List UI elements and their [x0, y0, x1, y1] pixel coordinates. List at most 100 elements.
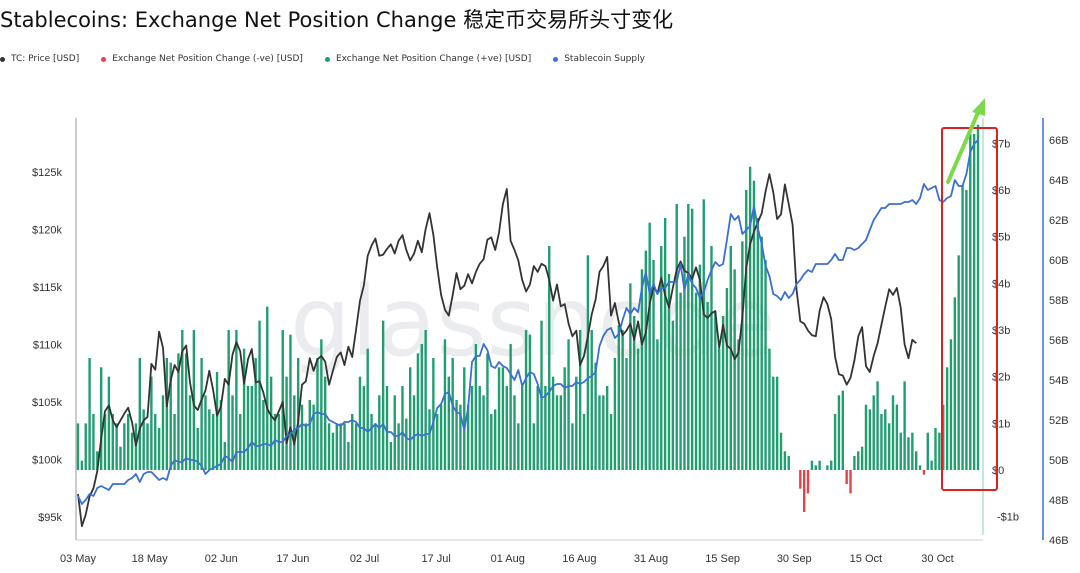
- net-position-bar: [169, 362, 172, 470]
- net-position-bar: [578, 330, 582, 470]
- net-position-bar: [96, 451, 99, 470]
- net-position-bar: [938, 432, 941, 470]
- net-position-bar: [451, 358, 454, 470]
- net-position-bar: [447, 376, 451, 470]
- net-position-bar: [490, 414, 493, 470]
- right-tick-label: $7b: [992, 138, 1010, 150]
- x-tick-label: 03 May: [60, 553, 97, 565]
- legend-label: TC: Price [USD]: [11, 54, 80, 64]
- net-position-bar: [891, 395, 895, 470]
- x-tick-label: 15 Sep: [705, 553, 740, 565]
- net-position-bar: [161, 395, 165, 470]
- net-position-bar: [590, 330, 593, 470]
- net-position-bar: [806, 470, 810, 494]
- net-position-bar: [181, 330, 184, 470]
- net-position-bar: [559, 395, 563, 470]
- net-position-bar: [381, 320, 385, 470]
- net-position-bar: [285, 376, 288, 470]
- net-position-bar: [521, 386, 524, 470]
- net-position-bar: [157, 428, 161, 470]
- net-position-bar: [884, 409, 887, 470]
- net-position-bar: [505, 386, 508, 470]
- net-position-bar: [625, 358, 628, 470]
- left-tick-label: $120k: [32, 224, 62, 236]
- net-position-bar: [636, 348, 640, 470]
- net-position-bar: [961, 185, 964, 471]
- left-tick-label: $95k: [38, 512, 62, 524]
- net-position-bar: [915, 451, 918, 470]
- net-position-bar: [320, 339, 323, 470]
- net-position-bar: [459, 404, 462, 470]
- legend: TC: Price [USD] Exchange Net Position Ch…: [0, 54, 645, 64]
- net-position-bar: [76, 423, 80, 470]
- net-position-bar: [266, 306, 269, 470]
- trend-arrow: [946, 106, 982, 184]
- net-position-bar: [644, 250, 648, 470]
- x-tick-label: 16 Aug: [562, 553, 596, 565]
- net-position-bar: [239, 414, 242, 470]
- net-position-bar: [439, 404, 443, 470]
- net-position-bar: [567, 339, 570, 470]
- legend-item-stablecoin-supply[interactable]: Stablecoin Supply: [553, 54, 645, 64]
- net-position-bar: [370, 414, 373, 470]
- net-position-bar: [563, 367, 566, 470]
- net-position-bar: [876, 381, 879, 470]
- net-position-bar: [922, 470, 926, 475]
- net-position-bar: [683, 236, 686, 470]
- net-position-bar: [250, 386, 254, 470]
- net-position-bar: [918, 465, 922, 470]
- net-position-bar: [810, 460, 814, 470]
- net-position-bar: [725, 288, 729, 470]
- net-position-bar: [331, 432, 335, 470]
- net-position-bar: [594, 362, 597, 470]
- net-position-bar: [358, 376, 362, 470]
- legend-item-negative-change[interactable]: Exchange Net Position Change (-ve) [USD]: [101, 54, 303, 64]
- net-position-bar: [899, 432, 902, 470]
- net-position-bar: [351, 414, 354, 470]
- series-lines: [77, 139, 979, 528]
- net-position-bar: [756, 218, 760, 470]
- net-position-bar: [772, 376, 775, 470]
- stablecoin-supply-line: [77, 139, 979, 505]
- net-position-bar: [667, 274, 671, 470]
- net-position-bar: [150, 376, 153, 470]
- x-tick-label: 15 Oct: [850, 553, 882, 565]
- net-position-bar: [474, 344, 478, 470]
- btc-price-line: [77, 173, 917, 528]
- net-position-bar: [347, 442, 350, 470]
- net-position-bar: [335, 423, 338, 470]
- x-tick-label: 02 Jun: [205, 553, 238, 565]
- net-position-bar: [652, 260, 655, 470]
- legend-label: Exchange Net Position Change (-ve) [USD]: [112, 54, 303, 64]
- supply-tick-label: 52B: [1049, 415, 1069, 427]
- net-position-bar: [949, 339, 953, 470]
- net-position-bar: [864, 404, 868, 470]
- net-position-bar: [675, 204, 678, 470]
- net-position-bar: [663, 218, 667, 470]
- net-position-bar: [304, 423, 308, 470]
- right-tick-label: $2b: [992, 372, 1010, 384]
- right-tick-label: $4b: [992, 278, 1010, 290]
- legend-item-btc-price[interactable]: TC: Price [USD]: [0, 54, 79, 64]
- net-position-bar: [88, 358, 91, 470]
- net-position-bar: [258, 320, 261, 470]
- legend-item-positive-change[interactable]: Exchange Net Position Change (+ve) [USD]: [324, 54, 531, 64]
- net-position-bar: [219, 400, 223, 470]
- net-position-bar: [215, 372, 219, 470]
- net-position-bar: [872, 395, 875, 470]
- net-position-bar: [555, 395, 559, 470]
- net-position-bar: [656, 339, 659, 470]
- net-position-bar: [200, 358, 203, 470]
- net-position-bar: [544, 386, 547, 470]
- right-tick-label: $1b: [992, 418, 1010, 430]
- net-position-bar: [745, 190, 748, 470]
- net-position-bar: [764, 260, 767, 470]
- supply-tick-label: 62B: [1049, 215, 1069, 227]
- legend-dot-icon: [553, 56, 559, 62]
- net-position-bar: [478, 386, 481, 470]
- net-position-bar: [111, 414, 114, 470]
- right-tick-label: $5b: [992, 232, 1010, 244]
- net-position-bar: [976, 124, 980, 471]
- net-position-bar: [424, 330, 427, 470]
